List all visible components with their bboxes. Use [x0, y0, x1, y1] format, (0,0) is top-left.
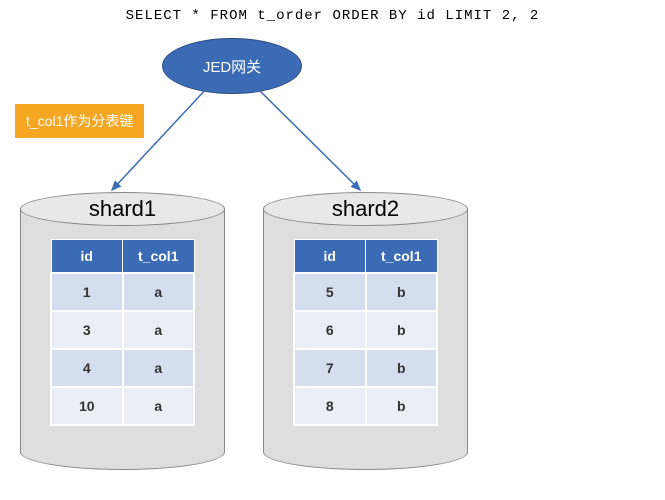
table-row: 7b [294, 349, 437, 387]
table-header-row: id t_col1 [51, 240, 194, 274]
cell: 1 [51, 273, 123, 311]
shard2-table: id t_col1 5b 6b 7b 8b [293, 239, 438, 426]
shard2-title: shard2 [263, 196, 468, 222]
cell: 6 [294, 311, 366, 349]
cell: 7 [294, 349, 366, 387]
col-tcol1: t_col1 [366, 240, 438, 274]
cell: 3 [51, 311, 123, 349]
cell: 10 [51, 387, 123, 425]
table-row: 8b [294, 387, 437, 425]
gateway-label: JED网关 [203, 56, 261, 77]
table-row: 6b [294, 311, 437, 349]
shard1-title: shard1 [20, 196, 225, 222]
cell: a [123, 311, 195, 349]
cell: b [366, 349, 438, 387]
table-row: 5b [294, 273, 437, 311]
table-row: 10a [51, 387, 194, 425]
cell: b [366, 387, 438, 425]
cell: 5 [294, 273, 366, 311]
col-id: id [51, 240, 123, 274]
cell: b [366, 311, 438, 349]
shard-key-badge: t_col1作为分表键 [15, 104, 144, 138]
arrow-to-shard2 [257, 88, 360, 190]
cell: b [366, 273, 438, 311]
table-header-row: id t_col1 [294, 240, 437, 274]
cell: 4 [51, 349, 123, 387]
sql-statement: SELECT * FROM t_order ORDER BY id LIMIT … [0, 8, 665, 24]
cell: a [123, 387, 195, 425]
cell: a [123, 273, 195, 311]
col-id: id [294, 240, 366, 274]
shard-key-text: t_col1作为分表键 [26, 113, 133, 129]
table-row: 1a [51, 273, 194, 311]
cell: a [123, 349, 195, 387]
table-row: 3a [51, 311, 194, 349]
shard1-table: id t_col1 1a 3a 4a 10a [50, 239, 195, 426]
table-row: 4a [51, 349, 194, 387]
gateway-node: JED网关 [162, 38, 302, 94]
cell: 8 [294, 387, 366, 425]
col-tcol1: t_col1 [123, 240, 195, 274]
